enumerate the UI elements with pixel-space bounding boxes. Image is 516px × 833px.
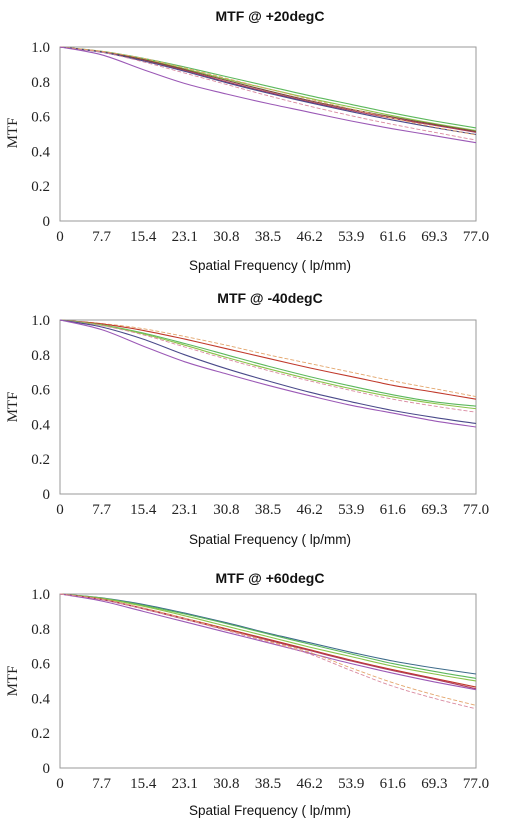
x-tick-label: 77.0 (463, 502, 489, 518)
y-tick-label: 0.8 (31, 622, 50, 638)
chart-title: MTF @ +60degC (216, 570, 325, 586)
mtf-series-line (59, 319, 477, 413)
x-tick-label: 23.1 (172, 776, 198, 792)
plot-frame (59, 319, 477, 495)
x-tick-label: 15.4 (130, 776, 157, 792)
x-tick-label: 46.2 (296, 776, 322, 792)
x-tick-label: 0 (56, 776, 64, 792)
x-tick-label: 69.3 (421, 229, 447, 245)
x-tick-label: 53.9 (338, 502, 364, 518)
x-tick-label: 53.9 (338, 776, 364, 792)
y-tick-label: 0 (43, 214, 51, 230)
series-lines (59, 46, 477, 144)
y-tick-label: 1.0 (31, 313, 50, 329)
chart-panel-60degC: MTF @ +60degC MTF Spatial Frequency ( lp… (5, 570, 489, 818)
x-tick-label: 77.0 (463, 229, 489, 245)
x-axis-label: Spatial Frequency ( lp/mm) (189, 803, 351, 818)
y-tick-label: 1.0 (31, 40, 50, 56)
mtf-series-line (59, 319, 477, 425)
y-tick-label: 0.6 (31, 110, 50, 126)
x-tick-label: 61.6 (380, 502, 407, 518)
x-tick-label: 30.8 (213, 502, 239, 518)
mtf-series-line (59, 46, 477, 129)
y-tick-label: 1.0 (31, 587, 50, 603)
series-lines (59, 319, 477, 428)
mtf-series-line (59, 593, 477, 682)
x-tick-label: 77.0 (463, 776, 489, 792)
x-tick-label: 46.2 (296, 502, 322, 518)
chart-title: MTF @ +20degC (216, 8, 325, 24)
y-tick-label: 0.8 (31, 75, 50, 91)
y-tick-label: 0.4 (31, 691, 50, 707)
mtf-series-line (59, 46, 477, 136)
y-tick-label: 0.2 (31, 452, 50, 468)
mtf-series-line (59, 319, 477, 407)
x-tick-label: 7.7 (92, 776, 111, 792)
y-tick-label: 0.4 (31, 417, 50, 433)
axis-ticks: 0 7.7 15.4 23.1 30.8 38.5 46.2 53.9 61.6 69.3 77.0… (31, 40, 489, 245)
x-tick-label: 61.6 (380, 776, 407, 792)
x-tick-label: 23.1 (172, 502, 198, 518)
mtf-series-line (59, 46, 477, 136)
series-lines (59, 593, 477, 710)
mtf-series-line (59, 319, 477, 410)
mtf-series-line (59, 319, 477, 400)
x-tick-label: 69.3 (421, 502, 447, 518)
mtf-series-line (59, 593, 477, 691)
mtf-series-line (59, 46, 477, 132)
mtf-series-line (59, 593, 477, 679)
x-tick-label: 30.8 (213, 229, 239, 245)
x-tick-label: 61.6 (380, 229, 407, 245)
x-tick-label: 23.1 (172, 229, 198, 245)
mtf-series-line (59, 593, 477, 675)
y-axis-label: MTF (5, 666, 21, 697)
chart-panel-20degC: MTF @ +20degC MTF Spatial Frequency ( lp… (5, 8, 489, 273)
y-tick-label: 0.2 (31, 179, 50, 195)
mtf-series-line (59, 319, 477, 398)
mtf-series-line (59, 46, 477, 141)
x-tick-label: 38.5 (255, 229, 281, 245)
y-tick-label: 0.2 (31, 726, 50, 742)
mtf-series-line (59, 593, 477, 710)
x-axis-label: Spatial Frequency ( lp/mm) (189, 532, 351, 547)
x-tick-label: 38.5 (255, 502, 281, 518)
y-tick-label: 0 (43, 487, 51, 503)
mtf-series-line (59, 593, 477, 706)
axis-ticks: 0 7.7 15.4 23.1 30.8 38.5 46.2 53.9 61.6 69.3 77.0… (31, 587, 489, 792)
x-tick-label: 0 (56, 502, 64, 518)
x-tick-label: 30.8 (213, 776, 239, 792)
y-axis-label: MTF (5, 118, 21, 149)
y-tick-label: 0 (43, 761, 51, 777)
chart-panel-minus40degC: MTF @ -40degC MTF Spatial Frequency ( lp… (5, 290, 489, 547)
x-tick-label: 7.7 (92, 502, 111, 518)
y-tick-label: 0.6 (31, 383, 50, 399)
x-tick-label: 0 (56, 229, 64, 245)
x-tick-label: 7.7 (92, 229, 111, 245)
plot-frame (59, 593, 477, 769)
x-tick-label: 38.5 (255, 776, 281, 792)
axis-ticks: 0 7.7 15.4 23.1 30.8 38.5 46.2 53.9 61.6 69.3 77.0… (31, 313, 489, 518)
x-axis-label: Spatial Frequency ( lp/mm) (189, 258, 351, 273)
chart-title: MTF @ -40degC (217, 290, 322, 306)
y-axis-label: MTF (5, 392, 21, 423)
plot-frame (59, 46, 477, 222)
mtf-series-line (59, 46, 477, 144)
y-tick-label: 0.8 (31, 348, 50, 364)
x-tick-label: 15.4 (130, 502, 157, 518)
y-tick-label: 0.4 (31, 144, 50, 160)
y-tick-label: 0.6 (31, 657, 50, 673)
x-tick-label: 69.3 (421, 776, 447, 792)
x-tick-label: 15.4 (130, 229, 157, 245)
x-tick-label: 46.2 (296, 229, 322, 245)
mtf-series-line (59, 319, 477, 428)
x-tick-label: 53.9 (338, 229, 364, 245)
